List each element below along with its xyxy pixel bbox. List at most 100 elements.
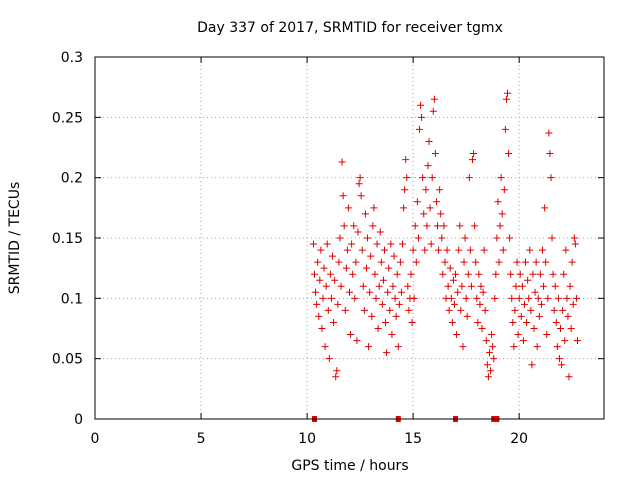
data-point [528,361,536,369]
data-point [559,306,567,314]
data-point [414,234,422,242]
data-point [347,331,355,339]
data-point [497,174,505,182]
data-point [508,294,516,302]
data-point [457,306,465,314]
data-point [399,240,407,248]
x-tick-label: 15 [404,431,422,447]
data-point [537,300,545,308]
data-point [351,294,359,302]
data-point [421,246,429,254]
data-point [364,234,372,242]
data-point [419,174,427,182]
data-point [543,331,551,339]
data-point [395,300,403,308]
data-point [397,288,405,296]
data-point [338,158,346,166]
data-point [320,264,328,272]
data-point [357,192,365,200]
data-point [558,361,566,369]
data-point [349,270,357,278]
data-point [376,228,384,236]
data-point [547,174,555,182]
data-point [482,337,490,345]
data-point [372,294,380,302]
data-point [353,337,361,345]
data-point [562,246,570,254]
data-point [322,282,330,290]
data-point [536,270,544,278]
data-point [551,282,559,290]
data-point [337,282,345,290]
data-point [490,355,498,363]
data-point [496,222,504,230]
data-point [542,258,550,266]
data-point [546,150,554,158]
data-point [552,318,560,326]
data-point [573,337,581,345]
data-point [352,258,360,266]
data-point [400,204,408,212]
data-point [411,222,419,230]
data-point [465,174,473,182]
data-point [501,125,509,133]
data-point [326,270,334,278]
data-point [520,300,528,308]
data-point [502,95,510,103]
data-point [354,228,362,236]
data-point [446,264,454,272]
data-point [428,174,436,182]
data-point [334,300,342,308]
data-point [474,318,482,326]
data-point [445,306,453,314]
data-point [439,270,447,278]
data-point [431,150,439,158]
data-point [370,204,378,212]
data-point [401,186,409,194]
data-point [313,300,321,308]
data-point [342,264,350,272]
chart-title: Day 337 of 2017, SRMTID for receiver tgm… [197,20,503,36]
data-point [429,107,437,115]
data-point [390,252,398,260]
data-point [491,294,499,302]
data-point [519,337,527,345]
data-point [492,270,500,278]
data-point [392,312,400,320]
data-point [427,240,435,248]
data-point [432,198,440,206]
data-point [332,373,340,381]
data-point [570,234,578,242]
data-point [572,294,580,302]
data-point [422,186,430,194]
data-point [424,162,432,170]
data-point [470,150,478,158]
data-point [362,264,370,272]
data-point [455,246,463,254]
data-point [396,258,404,266]
y-tick-label: 0.15 [52,231,83,247]
data-point [527,306,535,314]
data-point [459,343,467,351]
data-point [531,288,539,296]
data-point [478,325,486,332]
data-point [493,234,501,242]
data-point [557,325,565,332]
data-point [358,246,366,254]
data-point [534,294,542,302]
data-point [481,306,489,314]
grid [95,57,604,419]
data-point [467,282,475,290]
data-point [466,246,474,254]
data-point [389,282,397,290]
data-point [407,270,415,278]
data-point [509,318,517,326]
data-point [494,198,502,206]
data-point [476,300,484,308]
data-point [550,306,558,314]
data-point [510,343,518,351]
data-point [365,343,373,351]
data-point [356,174,364,182]
data-point [517,312,525,320]
